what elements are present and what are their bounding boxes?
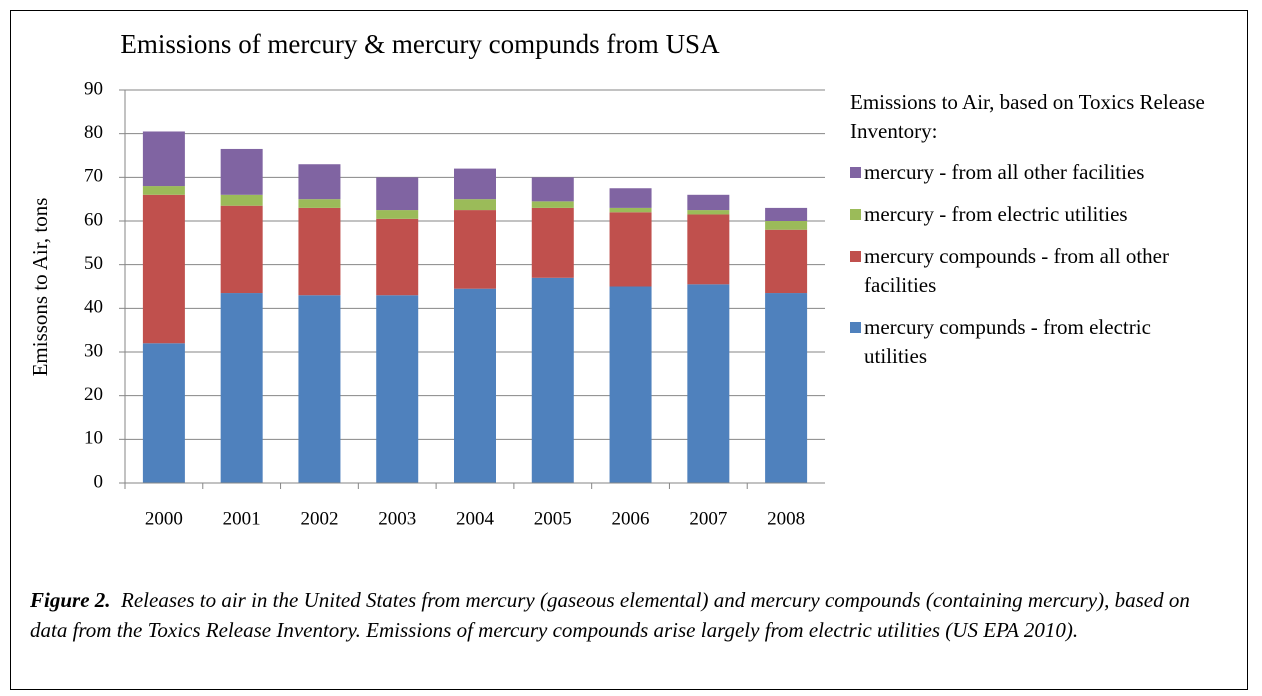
legend-title: Emissions to Air, based on Toxics Releas… <box>850 90 1205 143</box>
y-tick-label: 60 <box>84 209 103 230</box>
y-axis-label: Emissons to Air, tons <box>28 198 52 377</box>
x-tick-label: 2003 <box>378 508 416 529</box>
y-tick-label: 70 <box>84 166 103 187</box>
legend-swatch <box>850 251 861 262</box>
x-tick-label: 2008 <box>767 508 805 529</box>
bar-segment <box>765 221 808 230</box>
bar-segment <box>376 295 419 483</box>
bar-segment <box>531 177 574 202</box>
x-tick-label: 2002 <box>300 508 338 529</box>
y-tick-label: 90 <box>84 78 103 99</box>
y-tick-label: 30 <box>84 340 103 361</box>
y-tick-label: 10 <box>84 428 103 449</box>
bar-segment <box>531 201 574 208</box>
legend-label: mercury - from electric utilities <box>864 202 1128 226</box>
bar-segment <box>687 214 730 285</box>
y-tick-label: 20 <box>84 384 103 405</box>
x-tick-label: 2004 <box>456 508 495 529</box>
y-tick-label: 80 <box>84 122 103 143</box>
bar-segment <box>298 164 341 200</box>
bar-segment <box>609 212 652 287</box>
legend-item: mercury - from electric utilities <box>850 200 1210 229</box>
caption: Figure 2. Releases to air in the United … <box>30 585 1230 645</box>
legend-label: mercury - from all other facilities <box>864 160 1145 184</box>
bar-segment <box>531 207 574 278</box>
y-tick-label: 40 <box>84 297 103 318</box>
legend-item: mercury compounds - from all other facil… <box>850 242 1210 300</box>
bar-segment <box>765 293 808 483</box>
bar-segment <box>220 205 263 294</box>
bar-segment <box>687 210 730 215</box>
caption-label: Figure 2. <box>30 588 111 612</box>
legend-label: mercury compunds - from electric utiliti… <box>864 315 1151 368</box>
bar-segment <box>298 295 341 483</box>
bar-segment <box>454 199 496 211</box>
caption-text: Releases to air in the United States fro… <box>30 588 1190 642</box>
legend-label: mercury compounds - from all other facil… <box>864 244 1169 297</box>
bar-segment <box>142 194 185 344</box>
x-tick-label: 2001 <box>223 508 261 529</box>
legend-swatch <box>850 209 861 220</box>
bar-segment <box>220 194 263 206</box>
x-tick-label: 2005 <box>534 508 572 529</box>
bar-segment <box>142 343 185 483</box>
bar-segment <box>765 207 808 221</box>
bar-segment <box>142 131 185 187</box>
bar-segment <box>609 207 652 213</box>
bar-segment <box>609 188 652 208</box>
bar-segment <box>220 293 263 483</box>
bar-segment <box>765 229 808 294</box>
bar-segment <box>454 210 496 289</box>
bar-segment <box>454 288 496 483</box>
x-tick-label: 2007 <box>689 508 727 529</box>
bar-segment <box>142 186 185 195</box>
legend-swatch <box>850 322 861 333</box>
x-tick-label: 2000 <box>145 508 183 529</box>
bar-segment <box>687 194 730 211</box>
bar-segment <box>220 148 263 195</box>
figure-frame <box>10 10 1248 690</box>
bar-segment <box>531 277 574 483</box>
chart-title: Emissions of mercury & mercury compunds … <box>120 29 720 59</box>
bar-segment <box>376 210 419 219</box>
y-tick-label: 50 <box>84 253 103 274</box>
bar-segment <box>376 177 419 211</box>
bar-segment <box>298 207 341 296</box>
legend-swatch <box>850 167 861 178</box>
bar-segment <box>687 284 730 483</box>
bar-segment <box>376 218 419 296</box>
bar-segment <box>298 199 341 208</box>
bar-segment <box>454 168 496 200</box>
y-tick-label: 0 <box>94 471 104 492</box>
x-tick-label: 2006 <box>612 508 650 529</box>
legend: Emissions to Air, based on Toxics Releas… <box>850 88 1210 384</box>
legend-item: mercury - from all other facilities <box>850 158 1210 187</box>
legend-item: mercury compunds - from electric utiliti… <box>850 313 1210 371</box>
bar-segment <box>609 286 652 483</box>
